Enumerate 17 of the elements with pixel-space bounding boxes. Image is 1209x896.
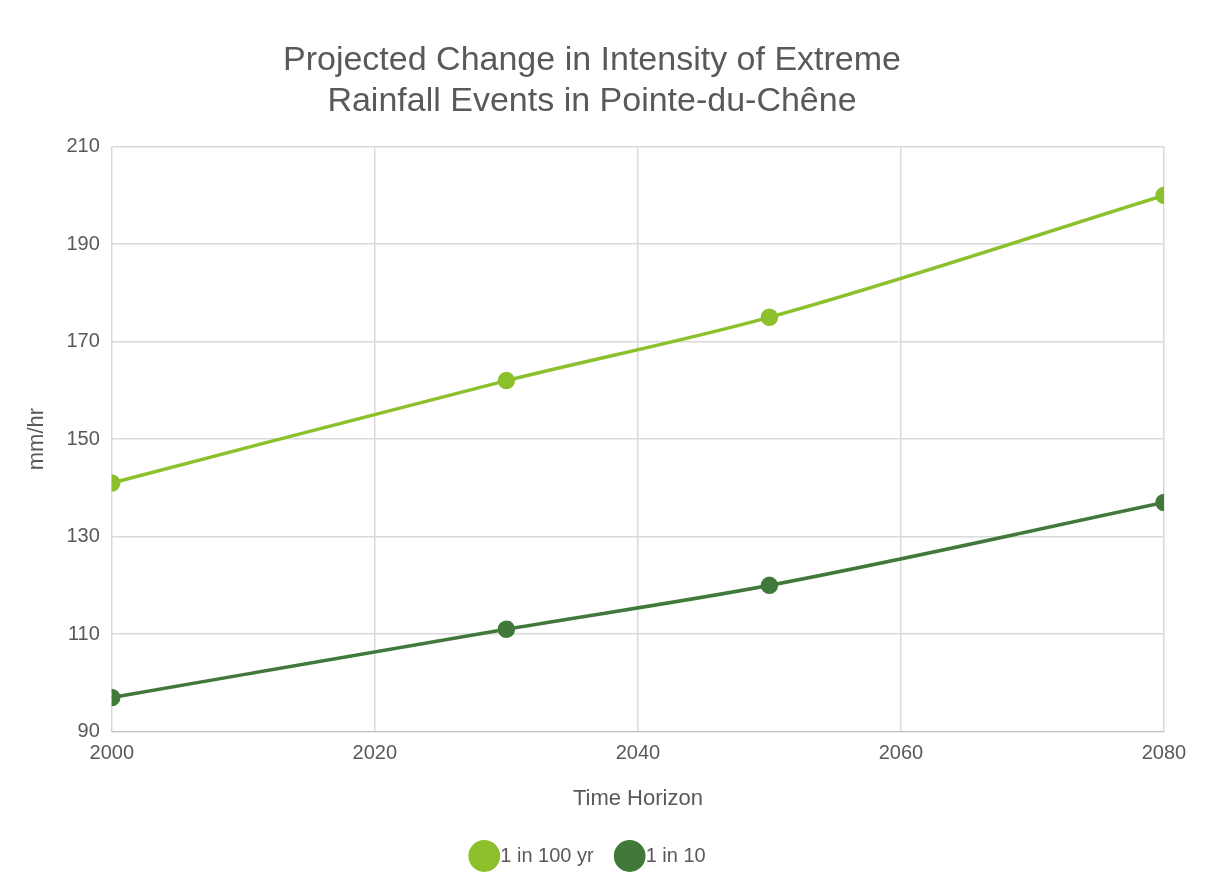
y-tick-label: 130 xyxy=(66,524,100,547)
y-tick-label: 170 xyxy=(66,329,100,352)
chart-title: Projected Change in Intensity of Extreme Rainfall Events in Pointe-du-Chêne xyxy=(283,38,901,118)
legend-label: 1 in 100 yr xyxy=(500,843,595,866)
x-tick-label: 2020 xyxy=(352,741,398,764)
y-tick-label: 210 xyxy=(66,134,100,157)
y-tick-label: 110 xyxy=(67,621,100,644)
y-tick-label: 90 xyxy=(77,719,100,742)
x-axis-title: Time Horizon xyxy=(572,784,703,810)
y-tick-label: 150 xyxy=(66,426,100,449)
y-tick-label: 190 xyxy=(66,231,100,254)
legend-label: 1 in 10 xyxy=(645,843,706,866)
x-tick-label: 2080 xyxy=(1141,741,1187,764)
y-axis-title: mm/hr xyxy=(23,407,49,471)
x-tick-label: 2000 xyxy=(89,741,135,764)
x-tick-label: 2040 xyxy=(615,741,661,764)
x-tick-label: 2060 xyxy=(878,741,924,764)
